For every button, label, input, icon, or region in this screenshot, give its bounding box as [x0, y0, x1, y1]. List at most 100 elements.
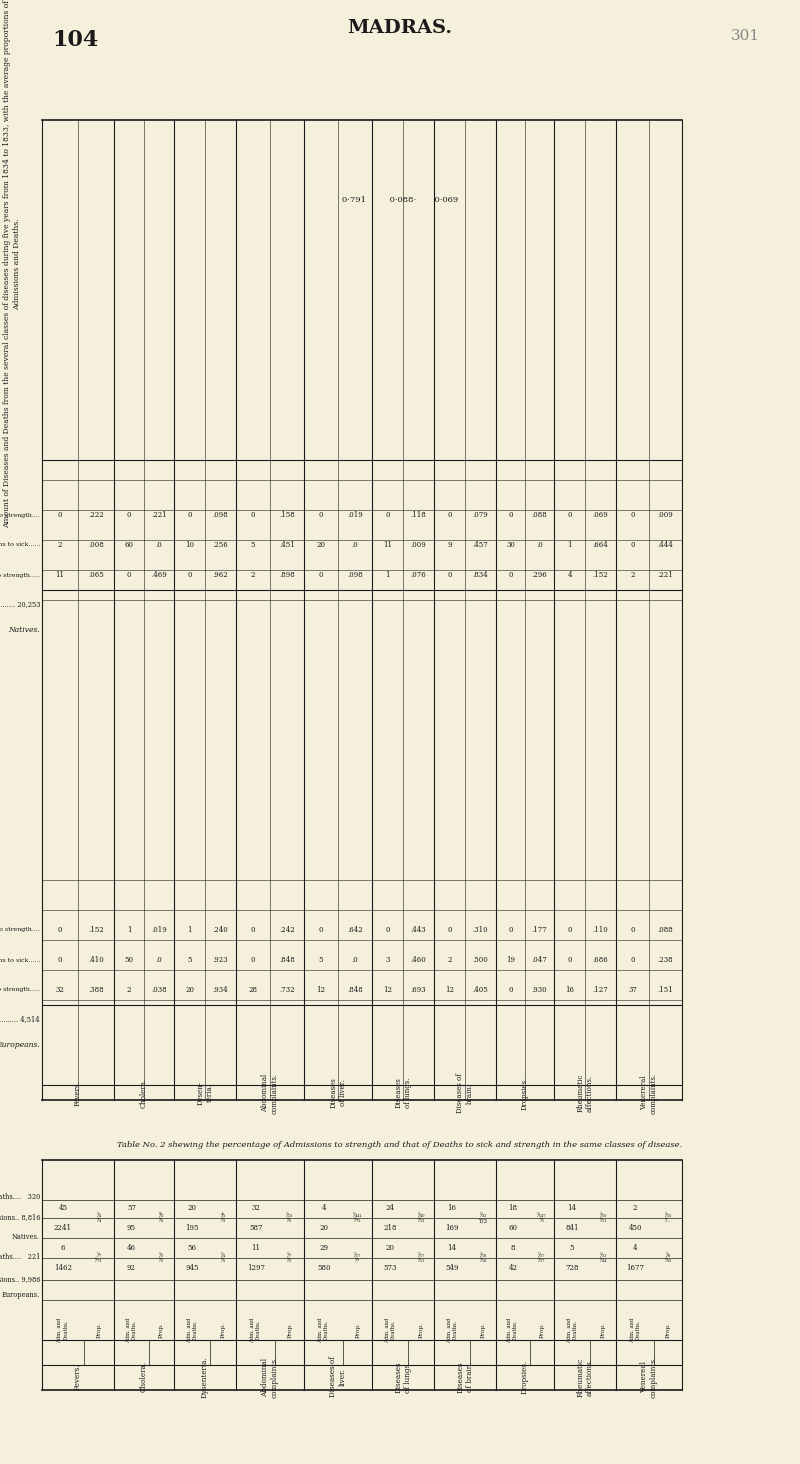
Text: 95: 95: [127, 1224, 136, 1233]
Text: Adm. and
Deaths.: Adm. and Deaths.: [186, 1318, 198, 1342]
Text: MADRAS.: MADRAS.: [347, 19, 453, 37]
Text: .388: .388: [88, 985, 104, 994]
Text: do.  of Deaths to sick......: do. of Deaths to sick......: [0, 543, 40, 548]
Text: .079: .079: [473, 511, 488, 520]
Text: ¹⁄₁₈
¹⁄₁₆: ¹⁄₁₈ ¹⁄₁₆: [479, 1253, 486, 1263]
Text: ¹⁄₄₀
¹⁄₁₃: ¹⁄₄₀ ¹⁄₁₃: [418, 1212, 425, 1224]
Text: Natives.: Natives.: [12, 1233, 40, 1241]
Text: do.  of Deaths to strength....: do. of Deaths to strength....: [0, 512, 40, 517]
Text: .009: .009: [410, 542, 426, 549]
Text: 945: 945: [186, 1263, 198, 1272]
Text: 5: 5: [570, 1244, 574, 1252]
Text: .0: .0: [352, 956, 358, 963]
Text: .065: .065: [88, 571, 104, 578]
Text: 92: 92: [127, 1263, 136, 1272]
Text: 14: 14: [567, 1203, 577, 1212]
Text: 1462: 1462: [54, 1263, 72, 1272]
Text: 841: 841: [566, 1224, 578, 1233]
Text: .834: .834: [473, 571, 488, 578]
Text: 18: 18: [508, 1203, 518, 1212]
Text: Strength.......... 20,253: Strength.......... 20,253: [0, 602, 40, 609]
Text: ¹⁄₆
¹⁄₅₅: ¹⁄₆ ¹⁄₅₅: [665, 1253, 672, 1263]
Text: 12: 12: [317, 985, 326, 994]
Text: ¹⁄₁₅
¹⁄..: ¹⁄₁₅ ¹⁄..: [665, 1212, 672, 1224]
Text: 2: 2: [126, 985, 131, 994]
Text: Total Admissions.. 8,816: Total Admissions.. 8,816: [0, 1214, 40, 1221]
Text: ¹⁄₁₀
¹⁄₁₁: ¹⁄₁₀ ¹⁄₁₁: [599, 1212, 606, 1224]
Text: 5: 5: [318, 956, 323, 963]
Text: 0: 0: [630, 956, 634, 963]
Text: 1: 1: [187, 927, 192, 934]
Text: Adm. and
Deaths.: Adm. and Deaths.: [318, 1318, 329, 1342]
Text: Cholera.: Cholera.: [140, 1078, 148, 1108]
Text: 0: 0: [58, 927, 62, 934]
Text: ¹⁄₃
¹⁄₂: ¹⁄₃ ¹⁄₂: [158, 1253, 164, 1263]
Text: 301: 301: [731, 29, 760, 42]
Text: ¹⁄₄
¹⁄₄: ¹⁄₄ ¹⁄₄: [96, 1212, 102, 1224]
Text: 0: 0: [250, 956, 255, 963]
Text: 10: 10: [185, 542, 194, 549]
Text: 580: 580: [317, 1263, 330, 1272]
Text: Prop.: Prop.: [287, 1322, 292, 1338]
Text: Fevers.: Fevers.: [74, 1080, 82, 1105]
Text: 0: 0: [318, 927, 323, 934]
Text: 1: 1: [567, 542, 572, 549]
Text: Dysen-
teria.: Dysen- teria.: [197, 1080, 214, 1105]
Text: .152: .152: [593, 571, 608, 578]
Text: .008: .008: [88, 542, 104, 549]
Text: .152: .152: [88, 927, 104, 934]
Text: ¹⁄₄
¹⁄₅: ¹⁄₄ ¹⁄₅: [220, 1253, 226, 1263]
Text: Prop.: Prop.: [601, 1322, 606, 1338]
Text: do.  of Deaths to sick......: do. of Deaths to sick......: [0, 957, 40, 962]
Text: 0: 0: [126, 511, 131, 520]
Text: Percentage of Sick to strength.....: Percentage of Sick to strength.....: [0, 572, 40, 577]
Text: .457: .457: [473, 542, 488, 549]
Text: .110: .110: [593, 927, 608, 934]
Text: .500: .500: [473, 956, 488, 963]
Text: .934: .934: [213, 985, 228, 994]
Text: 3: 3: [386, 956, 390, 963]
Text: Adm. and
Deaths.: Adm. and Deaths.: [126, 1318, 137, 1342]
Text: 60: 60: [125, 542, 134, 549]
Text: Strength.......... 4,514: Strength.......... 4,514: [0, 1016, 40, 1023]
Text: 24: 24: [386, 1203, 394, 1212]
Text: .009: .009: [658, 511, 674, 520]
Text: 4: 4: [633, 1244, 638, 1252]
Text: .069: .069: [593, 511, 608, 520]
Text: .848: .848: [279, 956, 295, 963]
Text: 0: 0: [250, 511, 255, 520]
Text: 2: 2: [58, 542, 62, 549]
Text: .038: .038: [151, 985, 167, 994]
Text: do.  of Deaths to strength....: do. of Deaths to strength....: [0, 928, 40, 933]
Text: 195: 195: [186, 1224, 198, 1233]
Text: .962: .962: [213, 571, 228, 578]
Text: 20: 20: [317, 542, 326, 549]
Text: Prop.: Prop.: [355, 1322, 360, 1338]
Text: 20: 20: [185, 985, 194, 994]
Text: Table No. 2 shewing the percentage of Admissions to strength and that of Deaths : Table No. 2 shewing the percentage of Ad…: [118, 1140, 682, 1149]
Text: .0: .0: [156, 956, 162, 963]
Text: .242: .242: [279, 927, 295, 934]
Text: 5: 5: [187, 956, 192, 963]
Text: 0: 0: [508, 571, 513, 578]
Text: 0: 0: [630, 511, 634, 520]
Text: .019: .019: [151, 927, 167, 934]
Text: Prop.: Prop.: [159, 1322, 164, 1338]
Text: ¹⁄₁₃
¹⁄₄₄: ¹⁄₁₃ ¹⁄₄₄: [599, 1253, 606, 1263]
Text: 42: 42: [508, 1263, 518, 1272]
Text: Prop.: Prop.: [481, 1322, 486, 1338]
Text: Venereral
complaints.: Venereral complaints.: [640, 1073, 658, 1114]
Text: 6: 6: [61, 1244, 65, 1252]
Text: .642: .642: [347, 927, 363, 934]
Text: .221: .221: [151, 511, 167, 520]
Text: 0: 0: [58, 511, 62, 520]
Text: ⁹⁄₃
¹⁄₅: ⁹⁄₃ ¹⁄₅: [158, 1212, 164, 1224]
Text: Prop.: Prop.: [666, 1322, 670, 1338]
Text: Diseases of
liver.: Diseases of liver.: [330, 1357, 346, 1398]
Text: 14: 14: [447, 1244, 457, 1252]
Text: 104: 104: [52, 29, 98, 51]
Text: 1297: 1297: [246, 1263, 265, 1272]
Text: ¹⁄₄₄₁
¹⁄₇₅: ¹⁄₄₄₁ ¹⁄₇₅: [353, 1212, 362, 1224]
Text: 32: 32: [251, 1203, 260, 1212]
Text: Diseases
of liver.: Diseases of liver.: [330, 1078, 346, 1108]
